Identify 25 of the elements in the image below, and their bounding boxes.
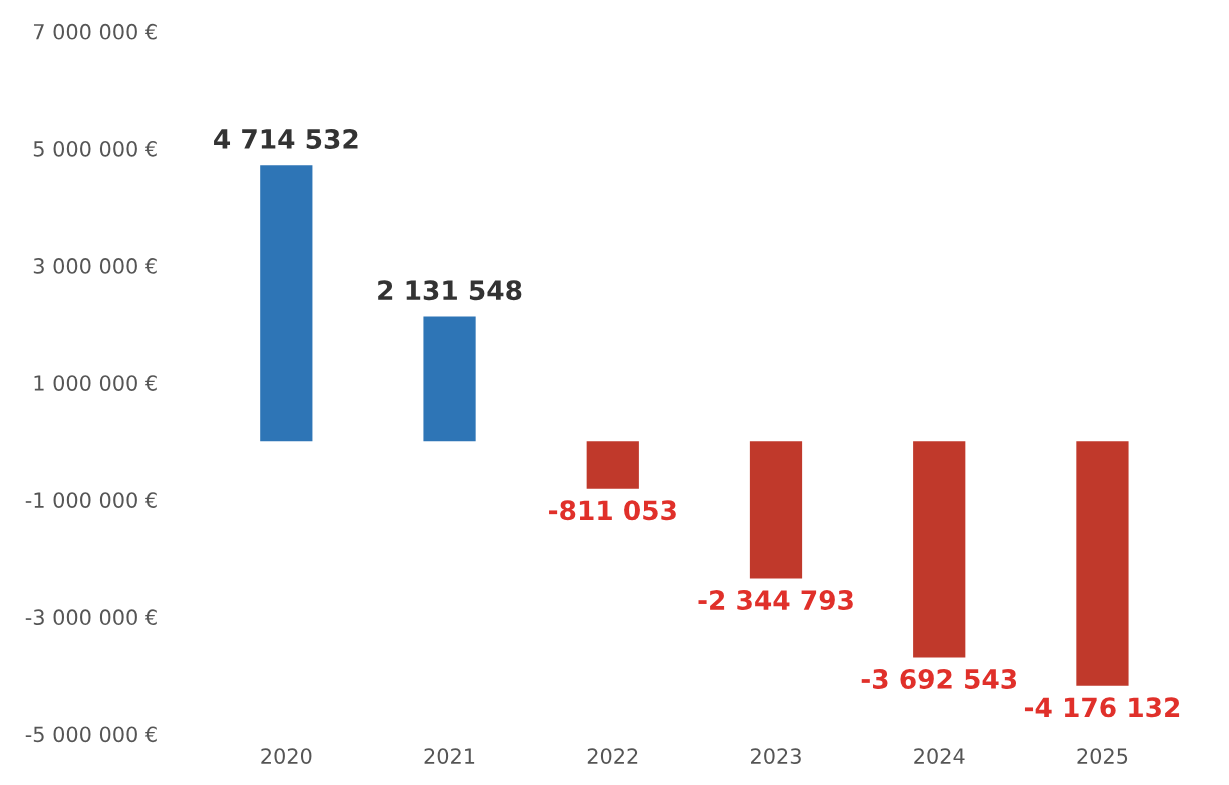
- y-tick-label: 1 000 000 €: [34, 375, 157, 391]
- bar: [749, 441, 803, 579]
- y-tick-label: -5 000 000 €: [25, 726, 157, 743]
- x-tick-label: 2020: [261, 748, 312, 764]
- x-tick-label: 2021: [424, 748, 475, 764]
- data-label: 4 714 532: [214, 129, 358, 149]
- data-label: -4 176 132: [1024, 697, 1180, 718]
- x-tick-label: 2023: [751, 748, 801, 764]
- x-tick-label: 2022: [587, 748, 638, 764]
- data-label: -3 692 543: [861, 669, 1017, 689]
- bar: [586, 441, 639, 489]
- data-label: 2 131 548: [378, 280, 522, 301]
- data-label: -811 053: [549, 500, 676, 521]
- data-label: -2 344 793: [698, 590, 853, 611]
- bar: [423, 316, 476, 442]
- bar: [260, 165, 313, 442]
- y-tick-label: 7 000 000 €: [33, 23, 157, 40]
- x-tick-label: 2025: [1077, 748, 1128, 764]
- bar: [1076, 441, 1129, 686]
- x-tick-label: 2024: [914, 748, 965, 764]
- y-tick-label: -3 000 000 €: [25, 609, 157, 626]
- y-tick-label: 5 000 000 €: [33, 140, 157, 157]
- bar: [913, 441, 966, 658]
- y-tick-label: -1 000 000 €: [25, 492, 157, 508]
- y-tick-label: 3 000 000 €: [33, 258, 157, 274]
